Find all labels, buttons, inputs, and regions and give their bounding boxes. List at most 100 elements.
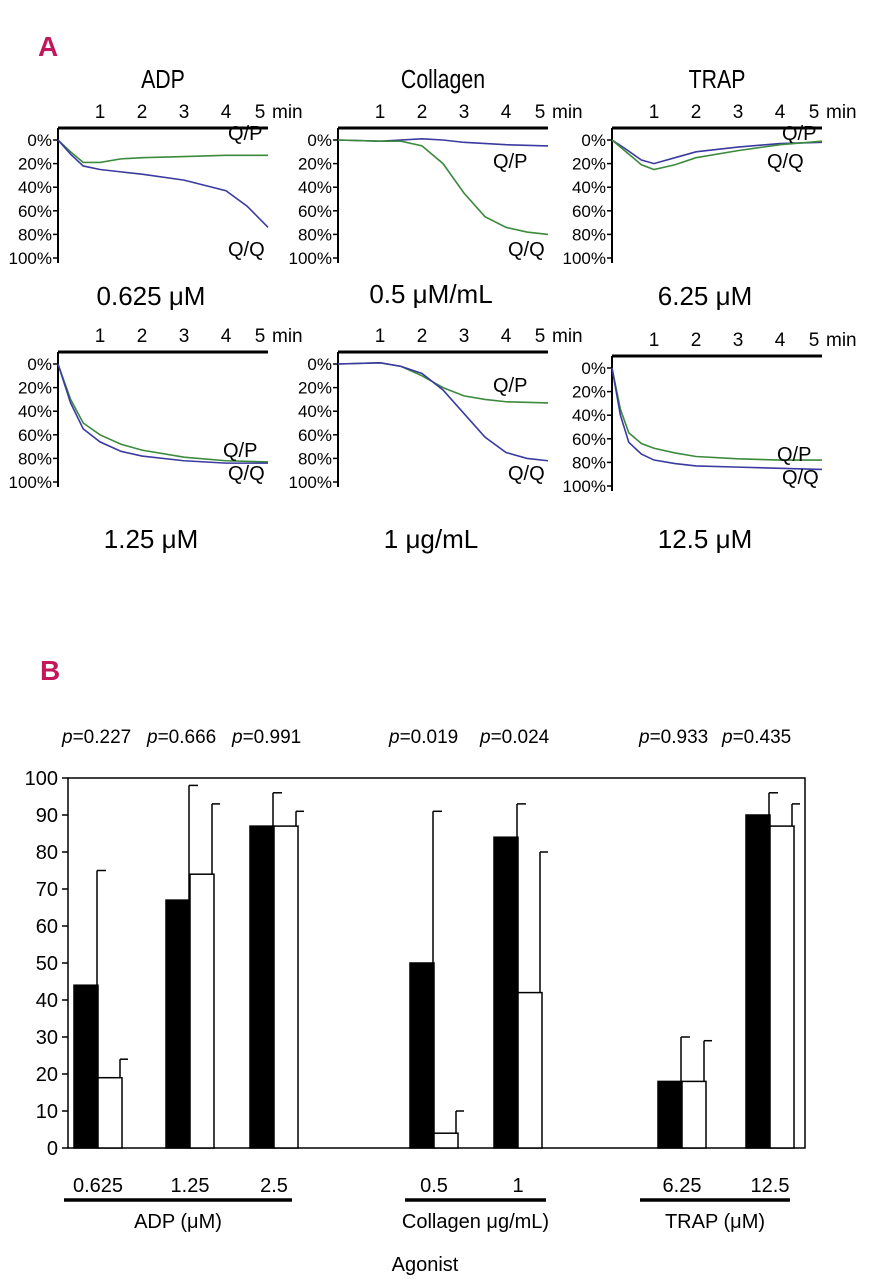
concentration-label: 0.625 μM xyxy=(97,281,206,311)
y-tick-label: 0% xyxy=(581,359,606,378)
bar-filled xyxy=(73,984,99,1149)
bar-filled xyxy=(165,899,191,1149)
group-label: Collagen μg/mL) xyxy=(402,1211,549,1233)
concentration-label: 1 μg/mL xyxy=(384,524,478,554)
x-axis-title: Agonist xyxy=(392,1254,459,1276)
category-label: 2.5 xyxy=(260,1175,288,1197)
y-tick-label: 60% xyxy=(298,202,332,221)
y-tick-label: 40% xyxy=(298,178,332,197)
x-tick-label: 1 xyxy=(375,326,386,347)
x-unit-label: min xyxy=(826,330,857,351)
x-unit-label: min xyxy=(826,102,857,123)
p-symbol: p xyxy=(231,727,243,748)
bar-filled xyxy=(249,825,275,1149)
x-tick-label: 3 xyxy=(733,330,744,351)
y-tick-label: 100% xyxy=(9,249,52,268)
y-tick-label: 0% xyxy=(27,355,52,374)
trace-QP-line xyxy=(337,138,549,147)
y-tick-label: 20% xyxy=(298,155,332,174)
p-value: =0.435 xyxy=(733,727,792,748)
bar-filled xyxy=(409,962,435,1149)
y-tick-label: 40% xyxy=(572,406,606,425)
trace-label-qp: Q/P xyxy=(493,151,527,173)
trace-label-qp: Q/P xyxy=(782,123,816,145)
group-label: TRAP (μM) xyxy=(665,1211,765,1233)
p-value: =0.227 xyxy=(73,727,132,748)
x-tick-label: 1 xyxy=(649,330,660,351)
panel-label-a: A xyxy=(38,31,58,62)
p-value-label: p=0.991 xyxy=(231,727,301,748)
y-tick-label: 80% xyxy=(572,453,606,472)
x-tick-label: 4 xyxy=(501,326,512,347)
x-unit-label: min xyxy=(272,326,303,347)
p-symbol: p xyxy=(146,727,158,748)
p-symbol: p xyxy=(721,727,733,748)
y-tick-label: 0% xyxy=(307,355,332,374)
x-tick-label: 1 xyxy=(649,102,660,123)
category-label: 6.25 xyxy=(663,1175,702,1197)
x-tick-label: 4 xyxy=(775,102,786,123)
p-value-label: p=0.024 xyxy=(479,727,550,748)
trace-label-qq: Q/Q xyxy=(782,467,819,489)
trace-QQ-line xyxy=(337,139,549,236)
y-tick-label: 50 xyxy=(36,953,58,975)
x-unit-label: min xyxy=(272,102,303,123)
y-tick-label: 80% xyxy=(298,449,332,468)
y-tick-label: 40% xyxy=(298,402,332,421)
trace-label-qp: Q/P xyxy=(493,375,527,397)
concentration-label: 12.5 μM xyxy=(658,524,752,554)
y-tick-label: 100 xyxy=(25,768,58,790)
y-tick-label: 80% xyxy=(18,449,52,468)
trace-label-qp: Q/P xyxy=(228,123,262,145)
bar-filled xyxy=(493,836,519,1149)
trace-label-qq: Q/Q xyxy=(767,151,804,173)
y-tick-label: 20% xyxy=(18,379,52,398)
trace-panel-4: 1 2 3 4 5 min 0% 20% 40% 60% 80% 100% Q/PQ/Q 1.25 μM xyxy=(9,326,303,554)
agonist-title: TRAP xyxy=(689,65,746,95)
trace-label-qq: Q/Q xyxy=(508,239,545,261)
trace-label-qq: Q/Q xyxy=(228,463,265,485)
category-label: 0.625 xyxy=(73,1175,123,1197)
trace-QQ-line xyxy=(57,139,269,228)
y-tick-label: 20% xyxy=(298,379,332,398)
x-tick-label: 3 xyxy=(179,102,190,123)
concentration-label: 0.5 μM/mL xyxy=(369,279,492,309)
bar-filled xyxy=(745,814,771,1149)
bar-open xyxy=(97,1076,123,1149)
group-label: ADP (μM) xyxy=(134,1211,222,1233)
panel-label-b: B xyxy=(40,655,60,686)
bar-open xyxy=(273,825,299,1149)
trace-QQ-line xyxy=(337,362,549,462)
y-tick-label: 20 xyxy=(36,1064,58,1086)
p-value-label: p=0.019 xyxy=(388,727,458,748)
trace-QQ-line xyxy=(611,139,823,171)
x-tick-label: 3 xyxy=(459,326,470,347)
y-tick-label: 60% xyxy=(572,430,606,449)
y-tick-label: 100% xyxy=(289,249,332,268)
y-tick-label: 60% xyxy=(18,426,52,445)
y-tick-label: 100% xyxy=(563,249,606,268)
y-tick-label: 40 xyxy=(36,990,58,1012)
p-value-label: p=0.435 xyxy=(721,727,791,748)
x-tick-label: 4 xyxy=(501,102,512,123)
trace-panel-5: 1 2 3 4 5 min 0% 20% 40% 60% 80% 100% Q/P Q/Q 1 μg/mL xyxy=(289,326,583,554)
bar-open xyxy=(769,825,795,1149)
trace-QQ-line xyxy=(611,367,823,471)
panel-b-bar-chart: 01020304050607080901000.625p=0.2271.25p=… xyxy=(25,727,806,1276)
bar-open xyxy=(433,1132,459,1149)
concentration-label: 6.25 μM xyxy=(658,281,752,311)
trace-panel-2: Collagen 1 2 3 4 5 min 0% 20% 40% 60% 80% 100% Q/P Q/Q… xyxy=(289,65,583,309)
x-tick-label: 5 xyxy=(809,102,820,123)
x-tick-label: 5 xyxy=(255,326,266,347)
p-value: =0.024 xyxy=(491,727,550,748)
p-value: =0.991 xyxy=(243,727,302,748)
category-label: 1 xyxy=(512,1175,523,1197)
trace-panel-6: 1 2 3 4 5 min 0% 20% 40% 60% 80% 100% Q/PQ/Q 12.5 μM xyxy=(563,330,857,554)
x-tick-label: 4 xyxy=(775,330,786,351)
trace-label-qp: Q/P xyxy=(223,440,257,462)
p-symbol: p xyxy=(388,727,400,748)
y-tick-label: 0% xyxy=(27,131,52,150)
